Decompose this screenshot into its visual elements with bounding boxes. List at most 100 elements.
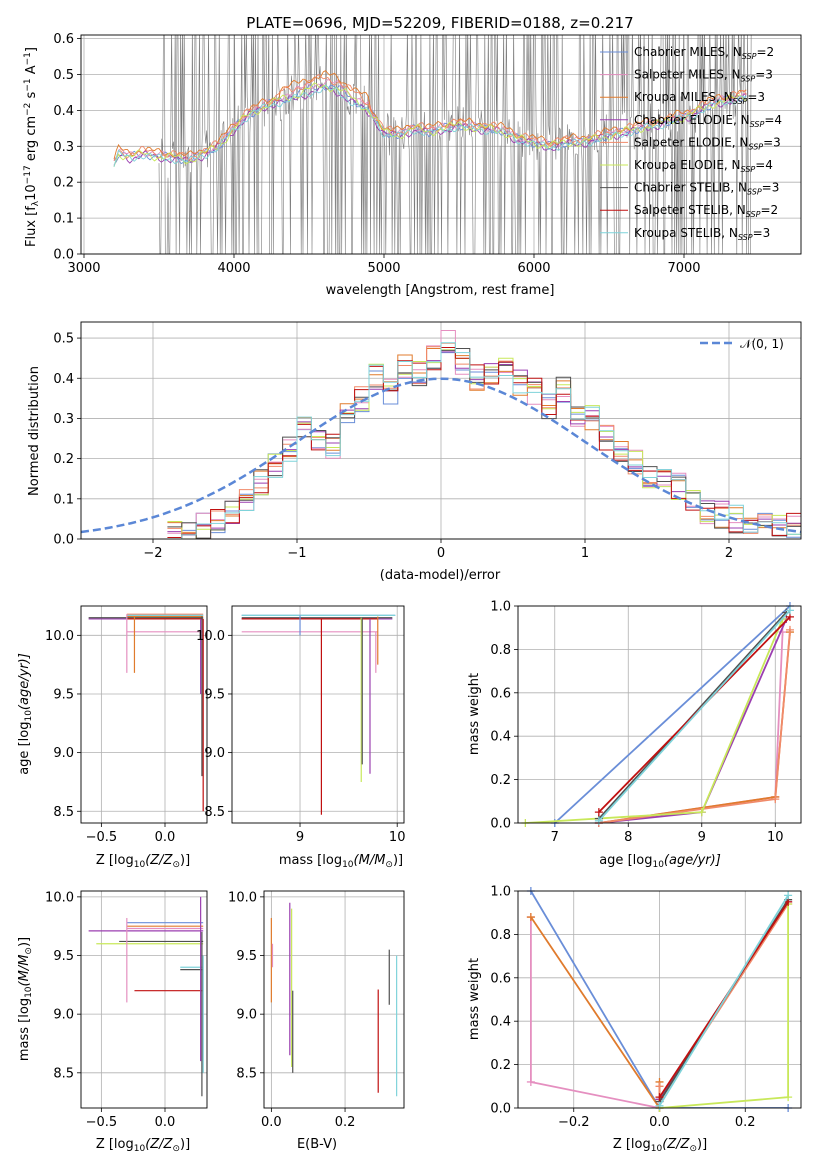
spectrum-xtick-label: 3000 xyxy=(67,261,100,276)
residuals-plot-area: −2 −1 0 1 2 0.0 0.1 0.2 0.3 0.4 0.5 xyxy=(53,321,802,561)
age-z-panel: −0.5 0.0 8.5 9.0 9.5 10.0 Z [log10(Z/Z⊙)] age… xyxy=(17,605,208,870)
mass-ebv-xlabel: E(B-V) xyxy=(297,1137,337,1152)
series-salpeter-miles xyxy=(598,631,784,823)
mw-age-ylabel: mass weight xyxy=(467,673,482,755)
model-kroupa-miles xyxy=(113,70,747,160)
age-Z-ytick-label: 9.0 xyxy=(53,746,74,761)
normal-curve xyxy=(81,377,801,534)
mw-Z-ytick-label: 1.0 xyxy=(490,885,511,900)
mass-Z-ytick-label: 9.0 xyxy=(53,1008,74,1023)
mw-age-plot-area: 7 8 9 10 0.0 0.2 0.4 0.6 0.8 1.0 xyxy=(490,600,802,845)
legend-label: Kroupa STELIB, NSSP=3 xyxy=(634,226,770,242)
residuals-xtick-label: 0 xyxy=(437,546,445,561)
hist-salpeter-miles xyxy=(167,330,801,534)
age-mass-plot-area: 9 10 8.5 9.0 9.5 10.0 xyxy=(196,605,406,845)
age-mass-panel: 9 10 8.5 9.0 9.5 10.0 mass [log10(M/M⊙)] xyxy=(196,605,406,870)
spectrum-frame xyxy=(80,34,802,255)
series-kroupa-stelib xyxy=(658,894,789,1107)
mw-age-ytick-label: 0.2 xyxy=(490,773,511,788)
residuals-xtick-label: 2 xyxy=(725,546,733,561)
spectrum-xtick-label: 6000 xyxy=(517,261,550,276)
mass-EBV-ytick-label: 9.0 xyxy=(236,1008,257,1023)
spectrum-panel: PLATE=0696, MJD=52209, FIBERID=0188, z=0… xyxy=(23,14,802,298)
hist-salpeter-stelib xyxy=(167,347,801,538)
mass-ebv-plot-area: 0.0 0.2 8.5 9.0 9.5 10.0 xyxy=(228,890,405,1130)
mass-Z-xtick-label: 0.0 xyxy=(155,1115,176,1130)
age-mass-xtick-label: 10 xyxy=(389,830,406,845)
legend-label: Kroupa MILES, NSSP=3 xyxy=(634,90,765,106)
spectrum-legend: Chabrier MILES, NSSP=2 Salpeter MILES, NS… xyxy=(600,45,782,242)
mw-Z-xtick-label: −0.2 xyxy=(558,1115,590,1130)
hist-kroupa-stelib xyxy=(167,342,801,539)
series-point xyxy=(655,1093,664,1102)
series-kroupa-stelib xyxy=(598,609,791,822)
mw-Z-xtick-label: 0.0 xyxy=(649,1115,670,1130)
age-Z-xtick-label: 0.0 xyxy=(155,830,176,845)
age-mass-ytick-label: 9.0 xyxy=(204,746,225,761)
spectrum-ytick-label: 0.3 xyxy=(53,140,74,155)
mass-Z-ytick-label: 10.0 xyxy=(45,890,74,905)
series-point xyxy=(697,808,706,817)
legend-label: Salpeter STELIB, NSSP=2 xyxy=(634,203,778,219)
mw-Z-frame xyxy=(517,890,802,1109)
series-chabrier-miles xyxy=(530,891,789,1108)
series-point xyxy=(771,795,780,804)
mass-EBV-ytick-label: 9.5 xyxy=(236,949,257,964)
mw-age-xlabel: age [log10(age/yr)] xyxy=(599,853,721,870)
residuals-ytick-label: 0.3 xyxy=(53,412,74,427)
series-point xyxy=(784,891,793,900)
residuals-ytick-label: 0.5 xyxy=(53,332,74,347)
legend-label: Chabrier MILES, NSSP=2 xyxy=(634,45,774,61)
mass-Z-xtick-label: −0.5 xyxy=(86,1115,118,1130)
series-point xyxy=(785,625,794,634)
residuals-legend: 𝒩(0, 1) xyxy=(700,337,784,351)
residuals-frame xyxy=(80,321,802,540)
mass-EBV-xtick-label: 0.0 xyxy=(261,1115,282,1130)
mass-z-plot-area: −0.5 0.0 8.5 9.0 9.5 10.0 xyxy=(45,890,208,1130)
mw-Z-ytick-label: 0.4 xyxy=(490,1015,511,1030)
mass-EBV-ytick-label: 8.5 xyxy=(236,1066,257,1081)
series-kroupa-miles xyxy=(598,631,791,823)
mw-age-xtick-label: 8 xyxy=(624,830,632,845)
age-mass-xlabel: mass [log10(M/M⊙)] xyxy=(279,853,403,870)
observed-spectrum xyxy=(158,35,752,254)
spectrum-ytick-label: 0.6 xyxy=(53,32,74,47)
spectrum-xtick-label: 4000 xyxy=(217,261,250,276)
mass-z-ylabel: mass [log10(M/M⊙)] xyxy=(17,937,34,1061)
series-point xyxy=(594,808,603,817)
spectrum-xtick-label: 5000 xyxy=(367,261,400,276)
mass-ebv-panel: 0.0 0.2 8.5 9.0 9.5 10.0 E(B-V) xyxy=(228,890,405,1152)
residuals-xlabel: (data-model)/error xyxy=(380,568,501,583)
mw-z-xlabel: Z [log10(Z/Z⊙)] xyxy=(613,1137,707,1154)
age-z-ylabel: age [log10(age/yr)] xyxy=(17,653,34,775)
age-Z-xtick-label: −0.5 xyxy=(86,830,118,845)
series-point xyxy=(655,1082,664,1091)
mw-Z-ytick-label: 0.2 xyxy=(490,1058,511,1073)
mass-Z-ytick-label: 8.5 xyxy=(53,1066,74,1081)
series-point xyxy=(594,816,603,825)
mw-Z-xtick-label: 0.2 xyxy=(735,1115,756,1130)
legend-label: Salpeter ELODIE, NSSP=3 xyxy=(634,135,781,151)
mass-EBV-xtick-label: 0.2 xyxy=(335,1115,356,1130)
age-mass-xtick-label: 9 xyxy=(296,830,304,845)
mw-age-xtick-label: 10 xyxy=(767,830,784,845)
spectrum-xlabel: wavelength [Angstrom, rest frame] xyxy=(326,283,555,298)
mw-age-ytick-label: 0.6 xyxy=(490,686,511,701)
residuals-ytick-label: 0.1 xyxy=(53,492,74,507)
mw-Z-ytick-label: 0.8 xyxy=(490,928,511,943)
mw-z-plot-area: −0.2 0.0 0.2 0.0 0.2 0.4 0.6 0.8 1.0 xyxy=(490,885,802,1130)
mass-EBV-frame xyxy=(263,890,405,1109)
residuals-xtick-label: −2 xyxy=(143,546,162,561)
series-point xyxy=(526,913,535,922)
model-salpeter-elodie xyxy=(113,74,747,161)
residuals-xtick-label: −1 xyxy=(287,546,306,561)
spectrum-ytick-label: 0.4 xyxy=(53,104,74,119)
spectrum-ylabel: Flux [fλ10−17 erg cm−2 s−1 A−1] xyxy=(23,47,41,247)
age-mass-frame xyxy=(231,605,405,824)
age-mass-ytick-label: 9.5 xyxy=(204,687,225,702)
normal-legend-label: 𝒩(0, 1) xyxy=(740,337,784,351)
mw-age-frame xyxy=(517,605,802,824)
mw-age-ytick-label: 1.0 xyxy=(490,600,511,615)
residuals-ytick-label: 0.0 xyxy=(53,533,74,548)
